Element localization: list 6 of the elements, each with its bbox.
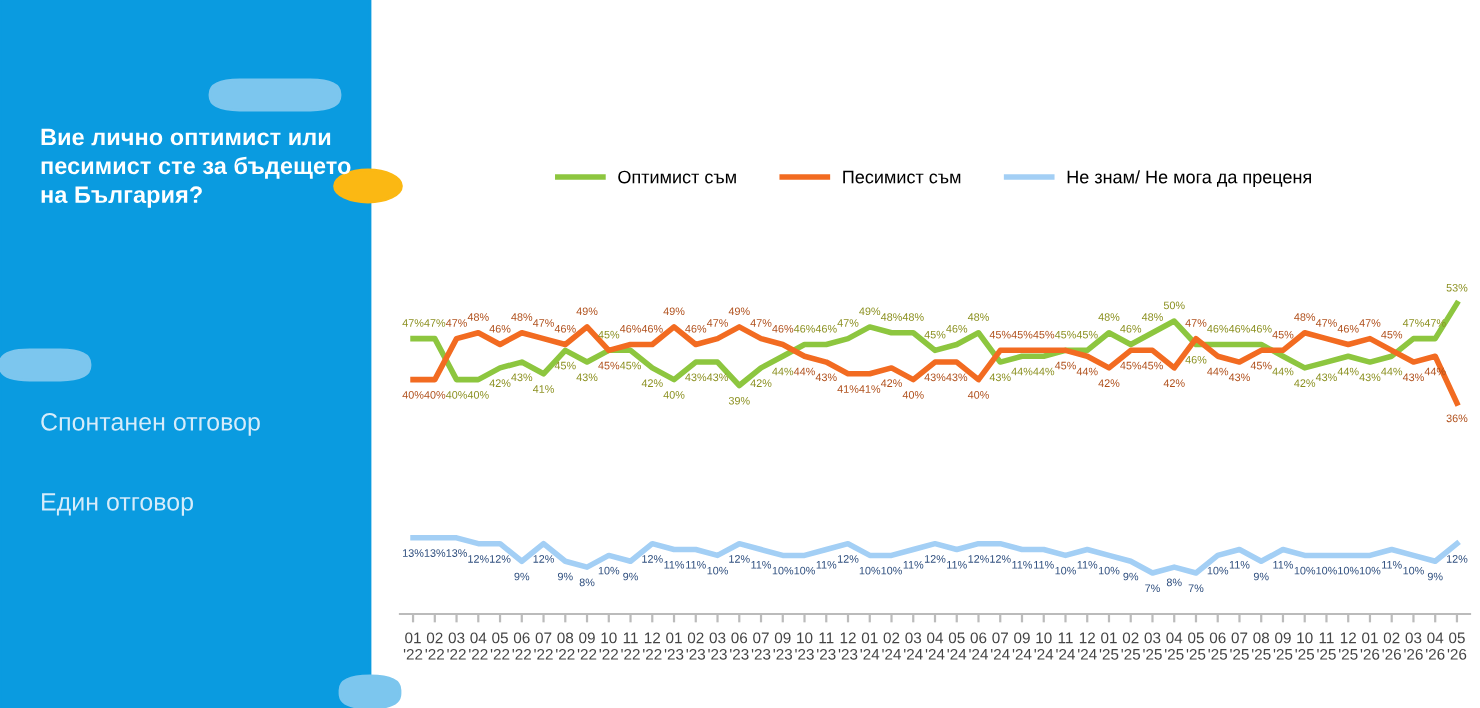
text: Спонтанен отговор: [41, 413, 260, 436]
legend-label: Оптимист съм: [618, 170, 736, 184]
legend-label: Не знам/ Не мога да преценя: [1067, 170, 1311, 187]
text: Вие лично оптимист или песимист сте за бъдещето на България?: [41, 128, 351, 208]
legend-label: Песимист съм: [843, 170, 961, 184]
text: Един отговор: [42, 493, 193, 516]
